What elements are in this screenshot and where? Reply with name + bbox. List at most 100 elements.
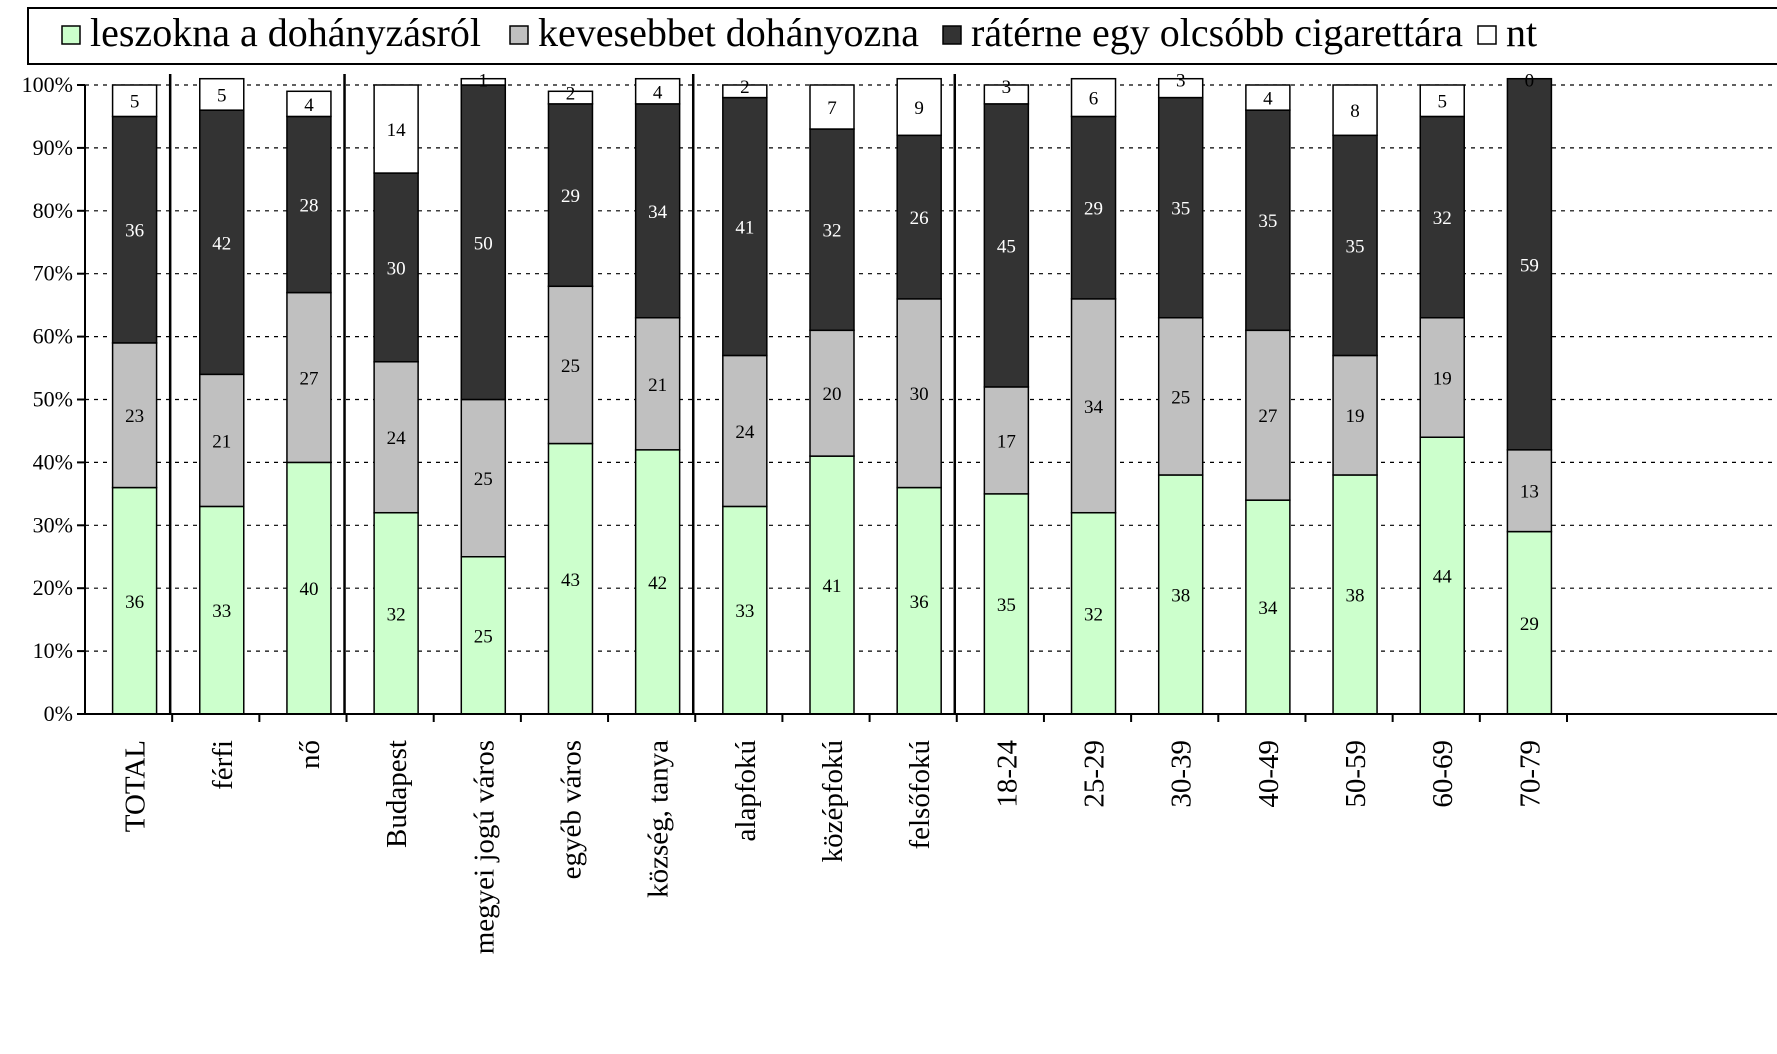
category-label: Budapest: [381, 740, 413, 848]
data-label: 35: [997, 595, 1016, 616]
bar-segment: [634, 449, 681, 715]
bar-segment: [373, 172, 419, 363]
bar-segment: [460, 77, 507, 86]
data-label: 35: [1171, 199, 1190, 220]
data-label: 28: [299, 196, 318, 217]
data-label: 30: [387, 258, 406, 279]
data-label: 1: [479, 71, 489, 92]
bar-segment: [111, 486, 158, 715]
category-label: 60-69: [1427, 740, 1459, 808]
bar-segment: [896, 77, 942, 137]
bar-segment: [983, 386, 1030, 495]
bar-segment: [1506, 449, 1553, 533]
bar-segment: [547, 90, 594, 105]
bar-segment: [896, 486, 942, 715]
bar-segment: [547, 103, 594, 288]
bar-segment: [460, 398, 507, 558]
data-label: 29: [1084, 199, 1103, 220]
data-label: 32: [1084, 604, 1103, 625]
data-label: 59: [1520, 255, 1539, 276]
data-label: 44: [1433, 567, 1453, 588]
y-tick-label: 0%: [44, 701, 73, 726]
data-label: 29: [1520, 614, 1539, 635]
bar-segment: [722, 84, 768, 99]
bar-segment: [1245, 84, 1291, 111]
legend-item: rátérne egy olcsóbb cigarettára: [942, 10, 1463, 55]
category-label: 18-24: [991, 740, 1023, 808]
data-label: 36: [125, 221, 144, 242]
bar-segment: [1157, 96, 1204, 319]
bar-segment: [111, 84, 158, 118]
category-label: megyei jogú város: [468, 740, 500, 954]
bar-segment: [983, 84, 1030, 105]
bar-segment: [199, 77, 245, 111]
data-label: 21: [648, 375, 667, 396]
legend-item: nt: [1477, 10, 1537, 55]
y-tick-label: 20%: [33, 575, 73, 600]
bar-segment: [983, 103, 1030, 388]
legend-swatch: [509, 25, 529, 45]
bar-segment: [1332, 354, 1378, 476]
data-label: 3: [1002, 77, 1012, 98]
data-label: 17: [997, 431, 1016, 452]
bar-segment: [286, 291, 332, 464]
legend-label: kevesebbet dohányozna: [538, 10, 919, 55]
bar-segment: [1070, 77, 1117, 118]
data-label: 5: [130, 92, 140, 113]
category-label: középfokú: [817, 740, 849, 862]
legend-item: leszokna a dohányzásról: [61, 10, 481, 55]
data-label: 34: [1258, 598, 1278, 619]
data-label: 34: [1084, 397, 1104, 418]
legend-swatch: [61, 25, 81, 45]
data-label: 42: [648, 573, 667, 594]
data-label: 3: [1176, 71, 1186, 92]
data-label: 5: [1437, 92, 1447, 113]
data-label: 32: [387, 604, 406, 625]
bar-segment: [460, 556, 507, 715]
category-label: 40-49: [1253, 740, 1285, 808]
category-label: nő: [294, 740, 326, 769]
category-label: alapfokú: [730, 740, 762, 841]
data-label: 40: [299, 579, 318, 600]
category-label: TOTAL: [120, 740, 152, 832]
axes: 0% 10% 20% 30% 40% 50% 60% 70% 80% 90% 100% TOTAL fé…: [22, 72, 1777, 954]
bar-segment: [286, 90, 332, 118]
data-label: 5: [217, 85, 227, 106]
category-label: község, tanya: [643, 740, 675, 898]
data-label: 32: [823, 221, 842, 242]
y-tick-label: 90%: [33, 135, 73, 160]
data-label: 19: [1346, 406, 1365, 427]
legend-label: leszokna a dohányzásról: [90, 10, 481, 55]
data-label: 26: [910, 208, 929, 229]
bar-segment: [634, 77, 681, 105]
bar-segment: [1506, 77, 1553, 451]
bar-segment: [373, 84, 419, 174]
bar-segment: [634, 316, 681, 451]
data-label: 41: [823, 576, 842, 597]
bar-segment: [1157, 77, 1204, 99]
y-tick-label: 40%: [33, 449, 73, 474]
bar-segment: [1157, 316, 1204, 476]
data-label: 24: [735, 422, 755, 443]
data-label: 7: [827, 98, 837, 119]
bar-segment: [722, 96, 768, 357]
bar-segment: [1245, 109, 1291, 332]
data-label: 36: [910, 592, 929, 613]
data-label: 9: [914, 98, 924, 119]
data-label: 50: [474, 233, 493, 254]
legend: leszokna a dohányzásról kevesebbet dohány…: [27, 7, 1777, 65]
data-label: 24: [387, 428, 407, 449]
data-label: 23: [125, 406, 144, 427]
bar-segment: [111, 115, 158, 344]
data-label: 32: [1433, 208, 1452, 229]
data-label: 25: [474, 469, 493, 490]
legend-swatch: [1477, 25, 1497, 45]
data-label: 43: [561, 570, 580, 591]
bars: 3623365332142540272843224301425255014325…: [111, 71, 1553, 715]
data-label: 13: [1520, 482, 1539, 503]
data-label: 33: [735, 601, 754, 622]
data-label: 6: [1089, 89, 1099, 110]
y-tick-label: 80%: [33, 198, 73, 223]
